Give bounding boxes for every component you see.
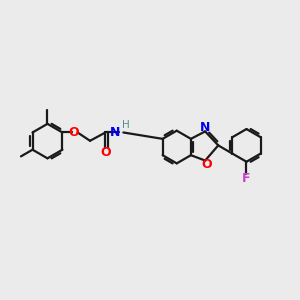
Text: O: O: [68, 126, 79, 139]
Text: H: H: [122, 120, 129, 130]
Text: F: F: [242, 172, 250, 185]
Text: N: N: [110, 126, 120, 139]
Text: N: N: [200, 121, 210, 134]
Text: O: O: [201, 158, 212, 171]
Text: O: O: [100, 146, 111, 159]
